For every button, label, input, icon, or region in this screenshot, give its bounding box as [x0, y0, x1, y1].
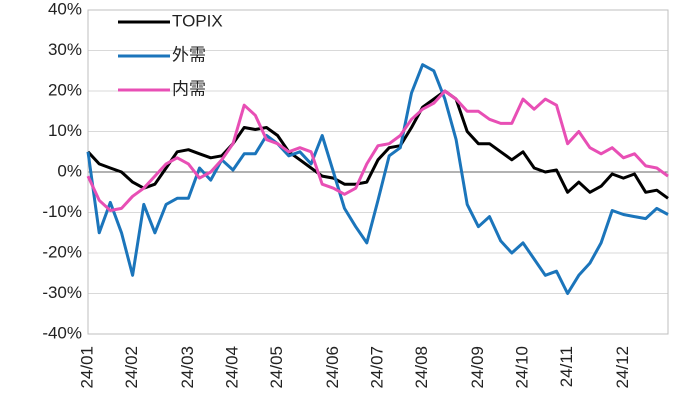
- y-tick-label: -40%: [42, 323, 82, 342]
- x-tick-label: 24/08: [412, 346, 431, 389]
- y-tick-label: 20%: [48, 80, 82, 99]
- y-tick-label: -10%: [42, 202, 82, 221]
- y-tick-label: 10%: [48, 121, 82, 140]
- x-tick-label: 24/06: [323, 346, 342, 389]
- plot-border: [87, 9, 669, 335]
- x-tick-label: 24/05: [267, 346, 286, 389]
- x-tick-label: 24/09: [468, 346, 487, 389]
- x-tick-label: 24/07: [367, 346, 386, 389]
- x-tick-label: 24/11: [557, 346, 576, 387]
- series-line: [86, 89, 669, 212]
- y-tick-label: 0%: [57, 161, 82, 180]
- x-tick-label: 24/04: [222, 346, 241, 389]
- y-tick-label: -30%: [42, 283, 82, 302]
- x-tick-label: 24/03: [178, 346, 197, 389]
- y-tick-label: 40%: [48, 0, 82, 18]
- y-tick-label: 30%: [48, 40, 82, 59]
- series-line: [86, 89, 669, 200]
- x-tick-label: 24/01: [77, 346, 96, 389]
- series-line: [86, 63, 669, 295]
- legend-label: 外需: [172, 45, 206, 64]
- x-tick-label: 24/10: [512, 346, 531, 389]
- legend-label: TOPIX: [172, 11, 223, 30]
- x-tick-label: 24/02: [122, 346, 141, 389]
- legend-label: 内需: [172, 79, 206, 98]
- y-tick-label: -20%: [42, 242, 82, 261]
- x-tick-label: 24/12: [613, 346, 632, 389]
